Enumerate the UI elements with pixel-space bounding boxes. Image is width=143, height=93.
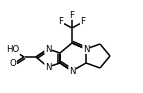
Text: F: F	[69, 11, 75, 20]
Text: N: N	[83, 44, 89, 53]
Text: N: N	[45, 44, 51, 53]
Text: F: F	[81, 17, 86, 27]
Text: N: N	[45, 62, 51, 72]
Text: F: F	[58, 17, 63, 27]
Text: N: N	[69, 66, 75, 76]
Text: O: O	[10, 60, 16, 69]
Text: HO: HO	[6, 45, 20, 54]
